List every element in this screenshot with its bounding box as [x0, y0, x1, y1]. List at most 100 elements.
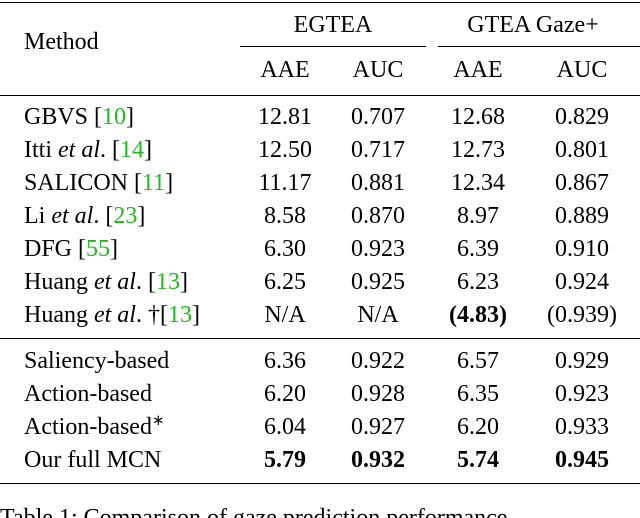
method-text: Our full MCN — [24, 447, 162, 473]
method-text: et al — [58, 137, 100, 163]
method-text: ] — [144, 137, 152, 163]
value-cell: 0.923 — [351, 236, 405, 262]
method-text: et al — [51, 203, 94, 229]
value-cell: 6.25 — [264, 269, 306, 295]
method-cell: GBVS [10] — [24, 102, 134, 132]
section-rule — [0, 338, 640, 339]
value-cell: 0.927 — [351, 414, 405, 440]
top-rule — [0, 2, 640, 3]
method-cell: Huang et al. †[13] — [24, 300, 200, 330]
value-cell: 12.81 — [258, 104, 312, 130]
value-cell: 0.923 — [555, 381, 609, 407]
citation: 23 — [113, 203, 138, 229]
method-text: ] — [179, 269, 188, 295]
value-cell: 0.910 — [555, 236, 609, 262]
value-cell: 5.79 — [264, 447, 306, 473]
method-cell: Action-based∗ — [24, 412, 165, 442]
bottom-rule — [0, 483, 640, 484]
subheader: AAE — [453, 57, 503, 83]
method-text: ] — [110, 236, 119, 262]
caption: Table 1: Comparison of gaze prediction p… — [0, 505, 508, 518]
method-text: et al — [93, 269, 136, 295]
value-cell: 0.870 — [351, 203, 405, 229]
method-text: Huang — [24, 302, 94, 328]
value-cell: 0.922 — [351, 348, 405, 374]
citation: 14 — [120, 137, 144, 163]
value-cell: 0.889 — [555, 203, 609, 229]
value-cell: 6.23 — [457, 269, 499, 295]
value-cell: 0.717 — [351, 137, 405, 163]
method-header: Method — [24, 29, 99, 55]
method-cell: Action-based — [24, 379, 152, 409]
value-cell: 6.57 — [457, 348, 499, 374]
method-text: Itti — [24, 137, 58, 163]
method-cell: SALICON [11] — [24, 168, 173, 198]
value-cell: 12.73 — [451, 137, 505, 163]
method-text: Saliency-based — [24, 348, 170, 374]
method-cell: Li et al. [23] — [24, 201, 145, 231]
value-cell: 12.68 — [451, 104, 505, 130]
method-cell: Itti et al. [14] — [24, 135, 152, 165]
value-cell: N/A — [357, 302, 399, 328]
value-cell: 6.35 — [457, 381, 499, 407]
method-cell: Huang et al. [13] — [24, 267, 188, 297]
method-text: . [ — [93, 203, 114, 229]
citation: 55 — [86, 236, 111, 262]
method-text: SALICON [ — [24, 170, 142, 196]
value-cell: 8.58 — [264, 203, 306, 229]
value-cell: 6.20 — [264, 381, 306, 407]
group-rule — [438, 46, 640, 47]
method-text: et al — [93, 302, 136, 328]
method-text: Action-based — [24, 414, 152, 440]
value-cell: 5.74 — [457, 447, 499, 473]
citation: 13 — [167, 302, 192, 328]
value-cell: 0.933 — [555, 414, 609, 440]
value-cell: 6.04 — [264, 414, 306, 440]
value-cell: 0.925 — [351, 269, 405, 295]
method-text: Action-based — [24, 381, 152, 407]
value-cell: 0.924 — [555, 269, 609, 295]
method-cell: DFG [55] — [24, 234, 118, 264]
method-text: ] — [137, 203, 146, 229]
group-header: EGTEA — [293, 12, 373, 38]
value-cell: 11.17 — [258, 170, 312, 196]
group-rule — [240, 46, 426, 47]
value-cell: 8.97 — [457, 203, 499, 229]
value-cell: 0.829 — [555, 104, 609, 130]
header-rule — [0, 95, 640, 96]
citation: 13 — [155, 269, 180, 295]
subheader: AUC — [352, 57, 404, 83]
value-cell: 12.34 — [451, 170, 505, 196]
value-cell: 0.867 — [555, 170, 609, 196]
value-cell: 6.20 — [457, 414, 499, 440]
value-cell: 6.30 — [264, 236, 306, 262]
value-cell: N/A — [264, 302, 306, 328]
method-text: Huang — [24, 269, 94, 295]
method-text: . [ — [100, 137, 120, 163]
value-cell: 0.881 — [351, 170, 405, 196]
citation: 11 — [142, 170, 166, 196]
value-cell: 0.928 — [351, 381, 405, 407]
value-cell: 0.929 — [555, 348, 609, 374]
value-cell: 0.801 — [555, 137, 609, 163]
value-cell: 0.932 — [351, 447, 405, 473]
subheader: AUC — [556, 57, 608, 83]
subheader: AAE — [260, 57, 310, 83]
value-cell: 12.50 — [258, 137, 312, 163]
method-cell: Our full MCN — [24, 445, 161, 475]
group-header: GTEA Gaze+ — [467, 12, 599, 38]
value-cell: 0.707 — [351, 104, 405, 130]
method-text: ] — [165, 170, 174, 196]
method-text: ] — [126, 104, 135, 130]
citation: 10 — [102, 104, 127, 130]
method-text: . [ — [135, 269, 156, 295]
value-cell: (0.939) — [547, 302, 617, 328]
method-text: DFG [ — [24, 236, 87, 262]
method-text: . †[ — [135, 302, 168, 328]
method-text: ] — [191, 302, 200, 328]
value-cell: 6.36 — [264, 348, 306, 374]
value-cell: 6.39 — [457, 236, 499, 262]
method-text: ∗ — [151, 413, 165, 429]
method-text: Li — [24, 203, 52, 229]
